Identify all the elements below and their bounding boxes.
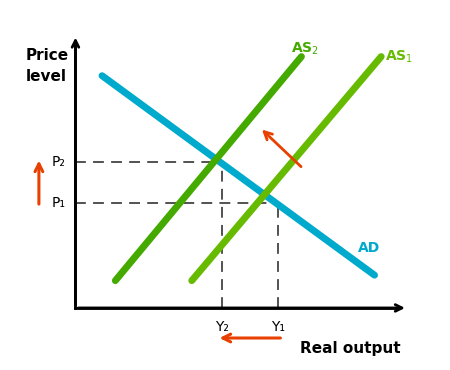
Text: AS$_1$: AS$_1$ [384, 48, 413, 65]
Text: P₁: P₁ [51, 196, 66, 210]
Text: Y₁: Y₁ [271, 320, 285, 334]
Text: AD: AD [358, 241, 380, 255]
Text: Real output: Real output [301, 341, 401, 356]
Text: Price
level: Price level [26, 48, 69, 84]
Text: Y₂: Y₂ [215, 320, 229, 334]
Text: P₂: P₂ [52, 155, 66, 169]
Text: AS$_2$: AS$_2$ [292, 40, 320, 57]
